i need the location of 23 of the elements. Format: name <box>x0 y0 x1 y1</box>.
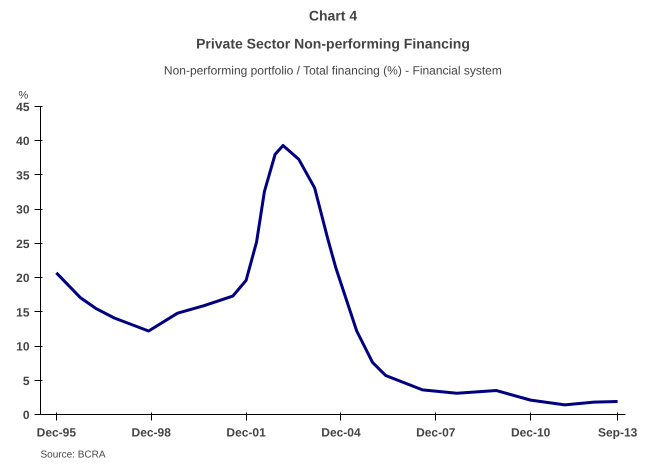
y-tick-label: 20 <box>16 271 30 286</box>
line-series <box>54 144 620 406</box>
y-tick-label: 5 <box>22 374 30 388</box>
x-axis-title: Non-performing portfolio / Total financing (%) - Financial system <box>164 64 502 78</box>
x-tick-label: Sep-13 <box>598 426 638 440</box>
x-tick-label: Dec-10 <box>510 426 551 440</box>
y-tick-label: 15 <box>16 305 30 320</box>
y-tick-label: 30 <box>16 202 30 217</box>
y-tick-label: 25 <box>16 236 30 251</box>
source-note: Source: BCRA <box>40 450 106 460</box>
y-tick-label: 0 <box>22 408 30 422</box>
y-tick-label: 40 <box>16 134 30 148</box>
x-tick-label: Dec-04 <box>321 426 361 440</box>
y-tick-label: 10 <box>16 340 30 354</box>
y-tick-label: 35 <box>16 168 30 182</box>
y-axis-title: % <box>18 90 28 102</box>
chart-subtitle: Private Sector Non-performing Financing <box>196 36 470 52</box>
y-tick-label: 45 <box>16 100 30 114</box>
x-tick-label: Dec-95 <box>36 426 76 440</box>
x-tick-label: Dec-07 <box>416 426 456 440</box>
x-tick-label: Dec-98 <box>132 426 172 440</box>
chart-title: Chart 4 <box>308 8 358 24</box>
x-tick-label: Dec-01 <box>226 426 266 440</box>
